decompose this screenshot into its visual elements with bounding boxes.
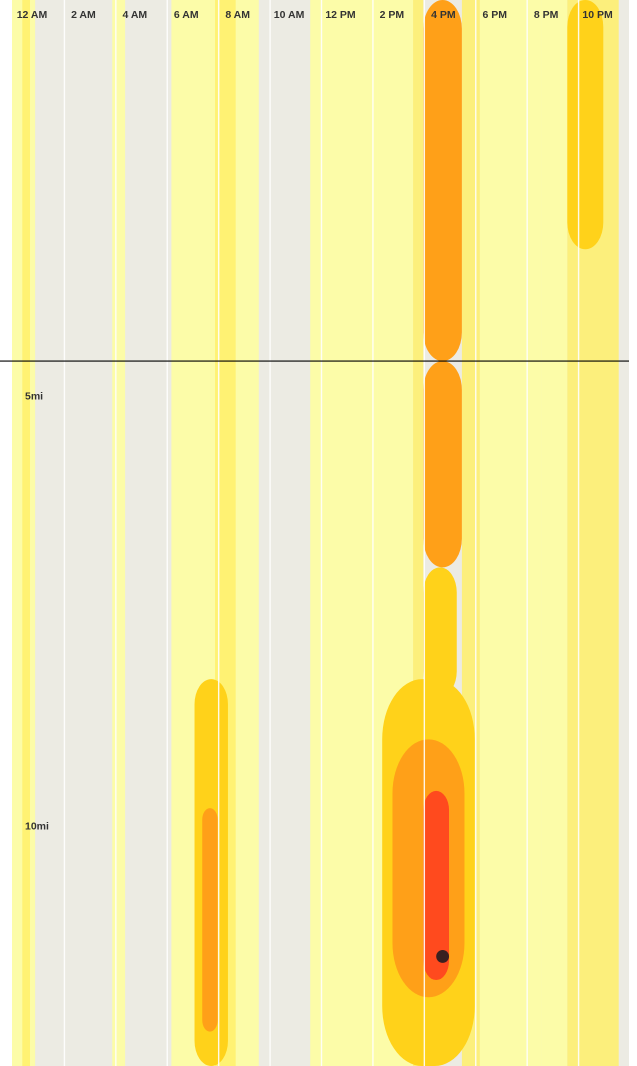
x-tick-label: 8 AM [225,9,250,21]
x-tick-label: 12 AM [17,9,48,21]
x-tick-label: 10 AM [274,9,305,21]
heat-cell [567,0,604,250]
x-tick-label: 8 PM [534,9,559,21]
heat-cell [423,567,457,697]
x-tick-label: 4 PM [431,9,456,21]
heat-band [413,0,424,1066]
x-tick-label: 2 AM [71,9,96,21]
heat-cell [423,0,462,362]
heat-bands [12,0,619,1066]
x-tick-label: 6 AM [174,9,199,21]
x-tick-label: 6 PM [482,9,507,21]
heat-cell [436,949,450,963]
heat-cell [202,808,218,1032]
heat-band [22,0,30,1066]
heat-band [541,0,568,1066]
heat-band [479,0,542,1066]
heat-band [310,0,378,1066]
x-tick-label: 12 PM [325,9,356,21]
heat-cell [423,790,450,981]
heat-cell [423,361,462,568]
y-tick-labels: 5mi 10mi [25,390,49,832]
x-tick-label: 4 AM [122,9,147,21]
heat-band [112,0,126,1066]
x-tick-labels: 12 AM 2 AM 4 AM 6 AM 8 AM 10 AM 12 PM 2 PM 4 PM 6… [17,9,613,21]
y-tick-label: 5mi [25,390,43,402]
x-tick-label: 10 PM [582,9,613,21]
heat-hot-spots [194,0,604,1066]
hour-grid-lines [63,0,580,1066]
x-tick-label: 2 PM [380,9,405,21]
y-tick-label: 10mi [25,820,49,832]
